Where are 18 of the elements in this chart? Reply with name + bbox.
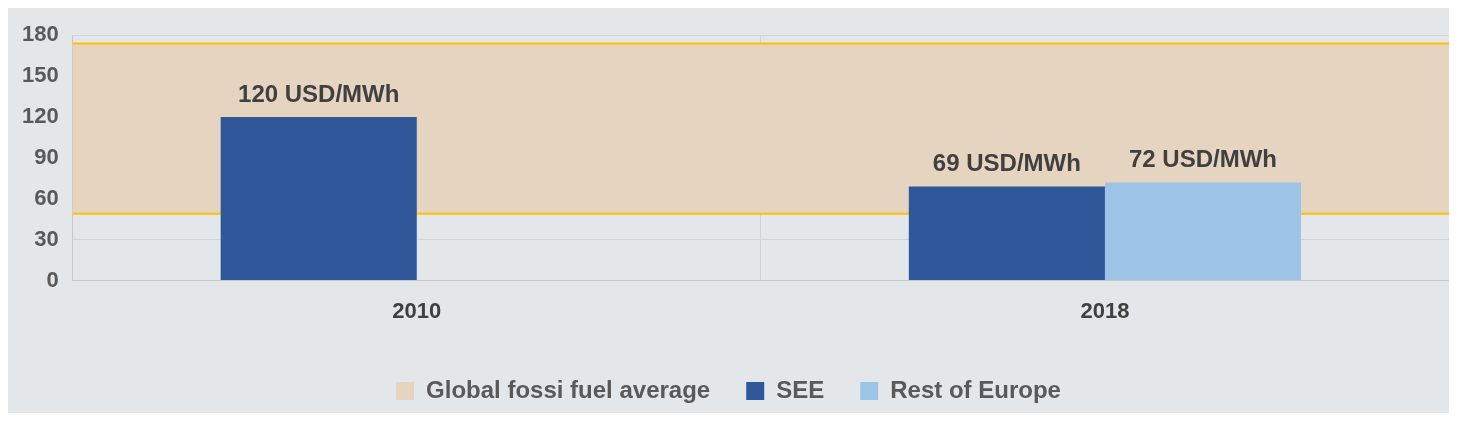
bar: [220, 117, 417, 281]
y-tick-label: 120: [21, 103, 59, 129]
data-label: 120 USD/MWh: [238, 79, 400, 107]
legend-label: SEE: [776, 375, 825, 403]
legend-label: Rest of Europe: [890, 375, 1061, 403]
bar: [1104, 182, 1302, 281]
y-tick-label: 0: [46, 266, 59, 292]
x-tick-label: 2018: [1080, 297, 1130, 323]
y-tick-label: 60: [34, 184, 59, 210]
y-tick-label: 180: [21, 21, 59, 47]
y-tick-label: 150: [21, 62, 59, 88]
y-tick-label: 90: [34, 143, 59, 169]
data-label: 72 USD/MWh: [1128, 145, 1277, 173]
legend-label: Global fossi fuel average: [426, 375, 711, 403]
bar: [908, 186, 1105, 281]
y-tick-label: 30: [34, 225, 59, 251]
data-label: 69 USD/MWh: [932, 149, 1081, 177]
x-tick-label: 2010: [392, 297, 442, 323]
